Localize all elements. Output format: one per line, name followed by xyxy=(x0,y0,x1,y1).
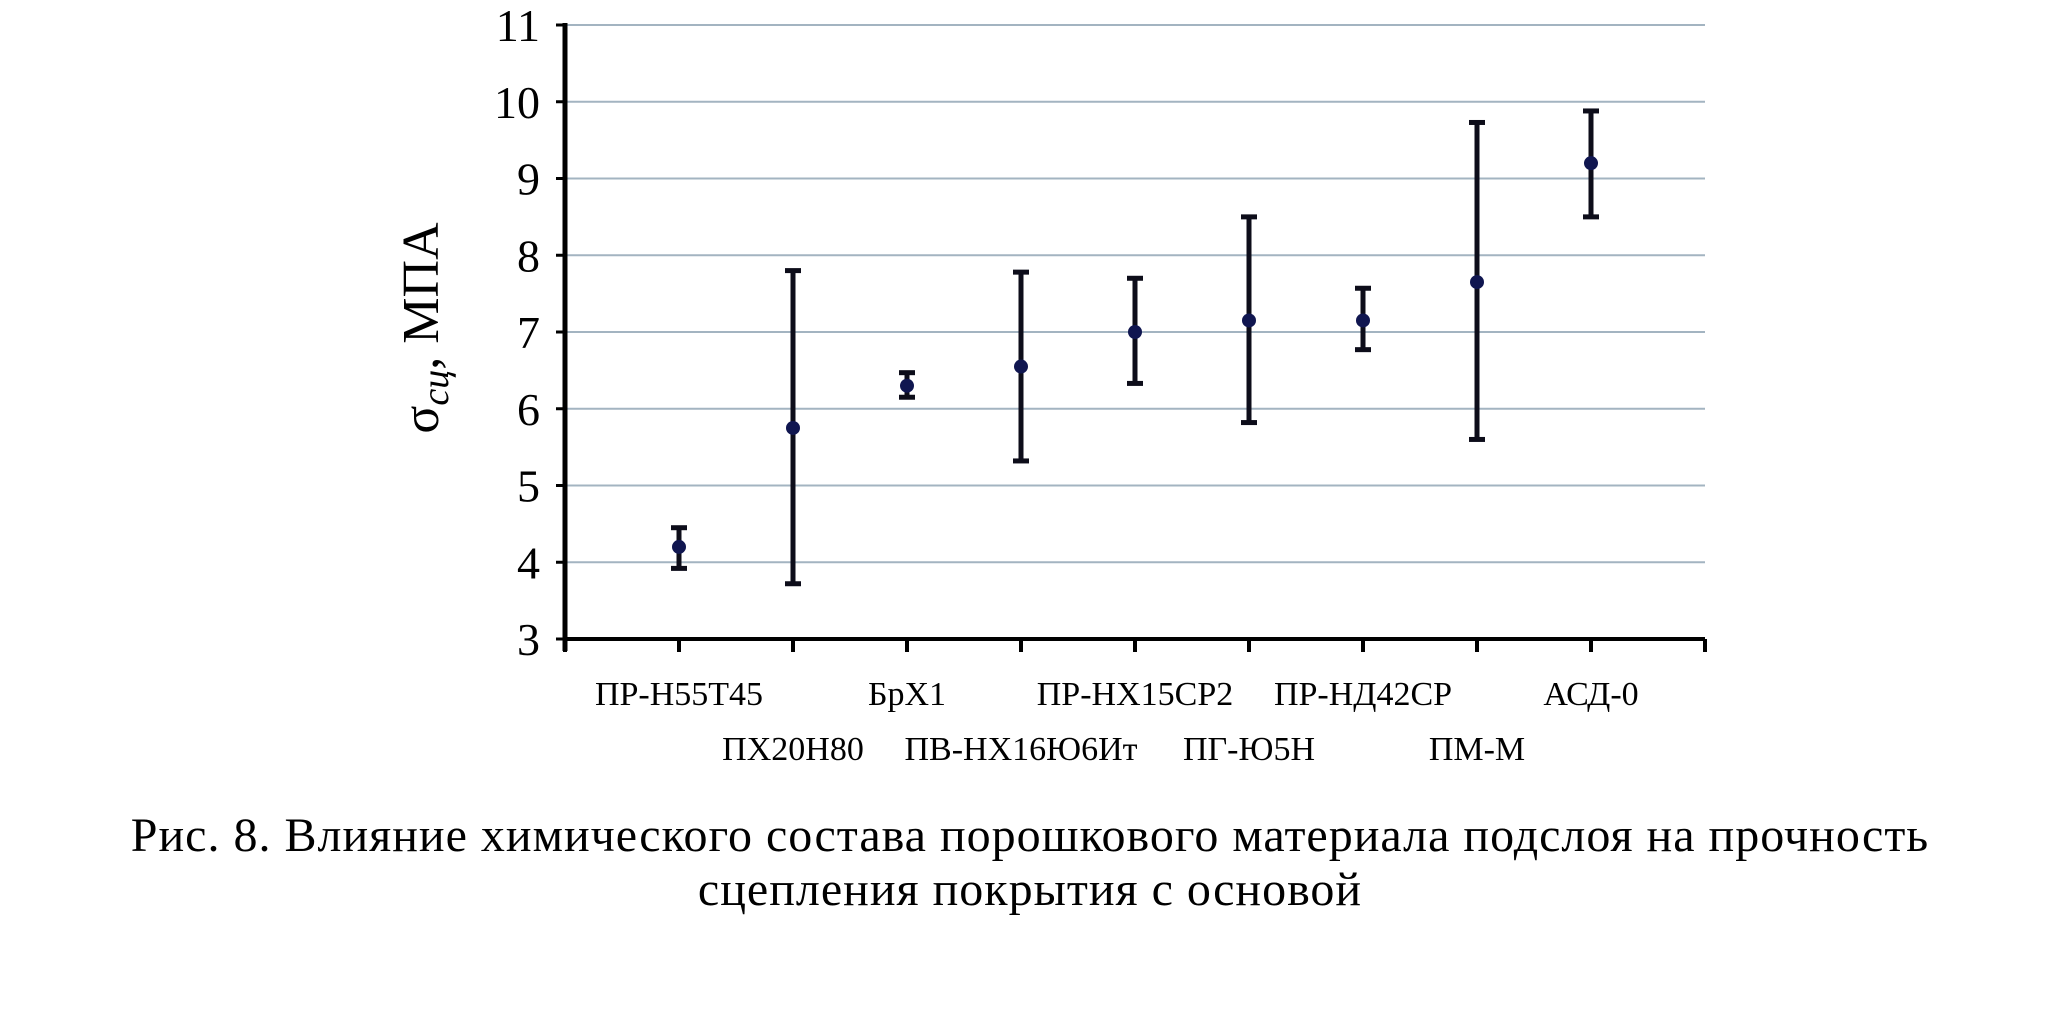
y-tick-label: 11 xyxy=(496,0,540,51)
x-tick-label: ПР-НД42СР xyxy=(1274,676,1452,713)
x-tick-label: ПХ20Н80 xyxy=(722,731,864,768)
y-tick-label: 9 xyxy=(517,154,540,205)
figure-caption-line-1: Рис. 8. Влияние химического состава поро… xyxy=(130,809,1930,862)
x-tick-label: ПР-НХ15СР2 xyxy=(1037,676,1233,713)
data-point xyxy=(1128,325,1142,339)
y-axis-title: σсц, МПА xyxy=(393,222,457,434)
x-tick-label: АСД-0 xyxy=(1543,676,1638,713)
data-point xyxy=(1356,313,1370,328)
figure-caption-line-2: сцепления покрытия с основой xyxy=(697,863,1363,916)
axes xyxy=(556,23,1707,652)
data-series xyxy=(671,108,1599,587)
data-point xyxy=(1470,275,1484,290)
grid-lines xyxy=(565,24,1705,564)
x-tick-label: ПГ-Ю5Н xyxy=(1183,731,1315,768)
x-tick-label: ПР-Н55Т45 xyxy=(595,676,763,713)
y-tick-label: 7 xyxy=(517,307,540,358)
y-tick-label: 4 xyxy=(517,537,540,588)
x-tick-label: ПМ-М xyxy=(1429,731,1525,768)
y-tick-label: 3 xyxy=(517,614,540,665)
data-point xyxy=(900,378,914,393)
data-point xyxy=(786,420,800,435)
data-point xyxy=(1584,156,1598,171)
data-point xyxy=(1014,359,1028,374)
y-axis-unit: , МПА xyxy=(393,222,450,370)
axis-labels: σсц, МПА xyxy=(393,222,457,434)
x-tick-label: ПВ-НХ16Ю6Ит xyxy=(904,731,1137,768)
y-axis-symbol: σ xyxy=(393,406,450,434)
y-axis-subscript: сц xyxy=(415,370,457,406)
y-tick-label: 10 xyxy=(494,77,540,128)
data-point xyxy=(672,539,686,554)
y-tick-label: 6 xyxy=(517,384,540,435)
x-tick-label: БрХ1 xyxy=(868,676,946,713)
data-point xyxy=(1242,313,1256,328)
y-tick-label: 5 xyxy=(517,461,540,512)
y-tick-label: 8 xyxy=(517,230,540,281)
